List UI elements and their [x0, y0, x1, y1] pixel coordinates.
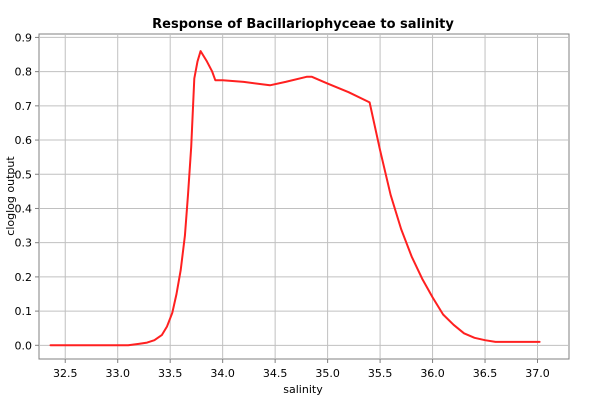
x-tick-label: 36.0 — [420, 367, 445, 380]
series-layer — [49, 50, 541, 347]
y-tick-label: 0.5 — [15, 168, 33, 181]
y-axis-label: cloglog output — [4, 156, 17, 236]
y-tick-label: 0.4 — [15, 202, 33, 215]
x-tick-label: 35.5 — [368, 367, 393, 380]
y-tick-label: 0.6 — [15, 134, 33, 147]
x-axis-label: salinity — [283, 383, 323, 396]
x-tick-label: 34.5 — [263, 367, 288, 380]
x-tick-label: 36.5 — [473, 367, 498, 380]
y-axis-ticks: 0.0 0.1 0.2 0.3 0.4 0.5 0.6 0.7 0.8 0.9 — [15, 31, 39, 352]
x-tick-label: 32.5 — [53, 367, 78, 380]
y-tick-label: 0.8 — [15, 66, 33, 79]
x-tick-label: 37.0 — [525, 367, 550, 380]
chart-title: Response of Bacillariophyceae to salinit… — [152, 17, 454, 32]
x-tick-label: 33.5 — [158, 367, 183, 380]
response-curve-line — [49, 50, 541, 347]
y-tick-label: 0.2 — [15, 271, 33, 284]
x-axis-ticks: 32.5 33.0 33.5 34.0 34.5 35.0 35.5 36.0 36.5 37.0 — [53, 359, 550, 380]
x-tick-label: 35.0 — [315, 367, 340, 380]
x-tick-label: 33.0 — [105, 367, 130, 380]
y-tick-label: 0.1 — [15, 305, 33, 318]
plot-area — [38, 33, 570, 360]
x-tick-label: 34.0 — [210, 367, 235, 380]
y-tick-label: 0.7 — [15, 100, 33, 113]
y-tick-label: 0.9 — [15, 31, 33, 44]
y-tick-label: 0.3 — [15, 237, 33, 250]
y-tick-label: 0.0 — [15, 339, 33, 352]
